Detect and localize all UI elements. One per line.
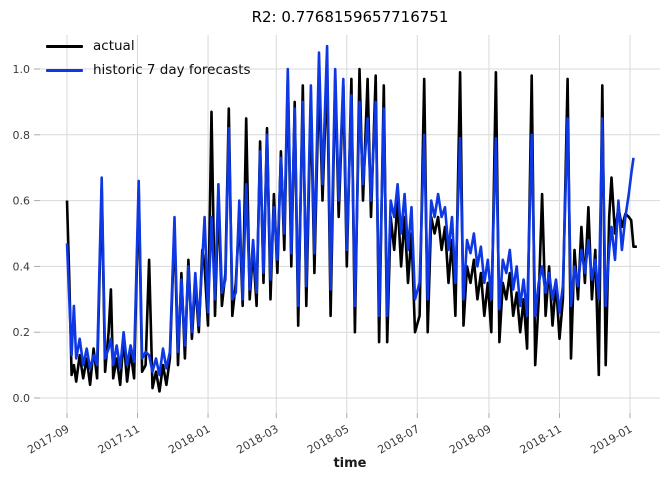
y-tick-label: 0.6 bbox=[13, 195, 31, 208]
actual-line-swatch bbox=[46, 44, 83, 48]
y-tick-label: 0.8 bbox=[13, 129, 31, 142]
legend: actual historic 7 day forecasts bbox=[46, 38, 251, 78]
x-tick-label: 2017-09 bbox=[25, 422, 71, 456]
x-tick-label: 2019-01 bbox=[588, 422, 634, 456]
x-axis-label: time bbox=[333, 456, 367, 471]
y-tick-label: 1.0 bbox=[13, 63, 31, 76]
y-tick-label: 0.0 bbox=[13, 392, 31, 405]
forecast-line bbox=[65, 44, 635, 377]
legend-label-actual: actual bbox=[93, 38, 135, 54]
x-tick-label: 2018-03 bbox=[234, 422, 280, 456]
x-tick-label: 2018-11 bbox=[518, 422, 564, 456]
y-tick-label: 0.2 bbox=[13, 326, 31, 339]
x-tick-label: 2018-01 bbox=[166, 422, 212, 456]
chart-title: R2: 0.7768159657716751 bbox=[251, 8, 449, 26]
forecast-line-swatch bbox=[46, 68, 83, 72]
x-tick-label: 2018-09 bbox=[447, 422, 493, 456]
legend-label-forecast: historic 7 day forecasts bbox=[93, 62, 251, 78]
x-tick-label: 2018-07 bbox=[375, 422, 421, 456]
y-tick-label: 0.4 bbox=[13, 260, 31, 273]
x-tick-label: 2018-05 bbox=[305, 422, 351, 456]
legend-item-forecast: historic 7 day forecasts bbox=[46, 62, 251, 78]
x-tick-label: 2017-11 bbox=[96, 422, 142, 456]
legend-item-actual: actual bbox=[46, 38, 251, 54]
